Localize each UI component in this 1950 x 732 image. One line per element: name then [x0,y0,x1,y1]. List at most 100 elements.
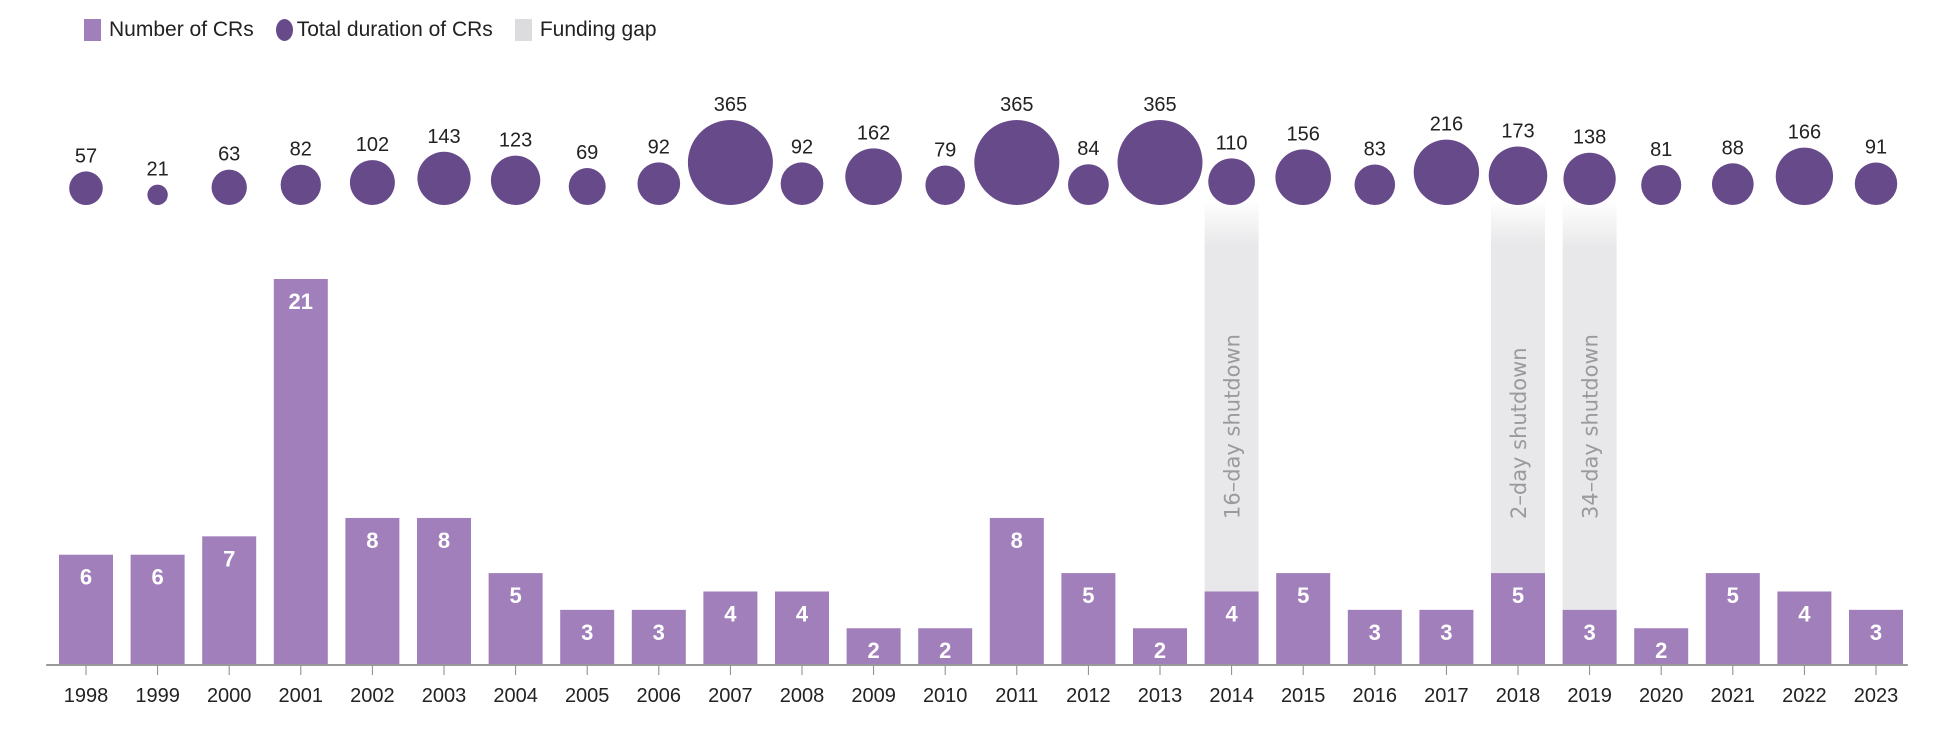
bar-label-2000: 7 [223,546,235,571]
bar-label-2011: 8 [1011,528,1023,553]
bubble-label-2019: 138 [1573,127,1606,149]
bar-label-2008: 4 [796,601,809,626]
x-tick-label-2021: 2021 [1711,685,1756,707]
bubble-label-2018: 173 [1501,120,1534,142]
bar-label-2007: 4 [724,601,737,626]
legend-label: Funding gap [539,18,657,41]
legend-swatch-square [84,19,101,41]
funding-gap-label: 16–day shutdown [1221,334,1245,519]
bar-label-2022: 4 [1798,601,1811,626]
legend-swatch-circle [275,19,293,41]
bubble-label-2006: 92 [648,136,670,158]
bubble-2018 [1488,146,1548,205]
bubble-label-2016: 83 [1364,138,1386,160]
bubble-2014 [1208,158,1255,205]
bubble-label-1998: 57 [75,145,97,167]
bar-2004 [488,573,543,665]
bubble-label-2009: 162 [857,122,890,144]
bar-label-2023: 3 [1870,620,1882,645]
funding-gap-band [1562,200,1617,610]
bar-label-2015: 5 [1297,583,1309,608]
x-tick-label-2010: 2010 [923,685,968,707]
bar-1998 [59,554,113,665]
bar-2014 [1204,591,1259,665]
bubble-2022 [1775,147,1834,205]
bar-2018 [1491,573,1545,665]
bar-label-2009: 2 [867,638,879,663]
bubble-2010 [925,165,965,205]
bar-label-2021: 5 [1727,583,1739,608]
bubble-label-2007: 365 [714,94,747,116]
bubble-2015 [1275,149,1331,205]
bar-2016 [1347,609,1402,665]
bar-label-2020: 2 [1655,638,1667,663]
bar-2023 [1849,609,1903,665]
bar-label-2013: 2 [1154,638,1166,663]
bar-label-2002: 8 [366,528,378,553]
bar-label-2006: 3 [653,620,665,645]
bar-2010 [918,628,973,665]
bubble-label-2013: 365 [1143,94,1176,116]
bar-2017 [1419,609,1474,665]
bar-2020 [1634,628,1689,665]
legend-item-gap: Funding gap [514,18,657,42]
bar-2009 [846,628,901,665]
bar-label-2005: 3 [581,620,593,645]
bar-label-1998: 6 [80,565,92,590]
x-tick-label-2009: 2009 [851,685,896,707]
x-tick-label-2017: 2017 [1424,685,1469,707]
bubble-label-2021: 88 [1722,137,1744,159]
x-tick-label-2000: 2000 [207,685,252,707]
bubble-2008 [780,162,824,206]
bar-label-2016: 3 [1369,620,1381,645]
bubble-label-2023: 91 [1865,137,1887,159]
bubble-label-2014: 110 [1216,132,1248,154]
bubble-label-2002: 102 [356,134,389,156]
bar-2015 [1276,573,1331,665]
bar-2000 [202,536,257,665]
x-tick-label-2006: 2006 [637,685,682,707]
bubble-2021 [1711,163,1754,205]
bubble-label-2000: 63 [218,144,240,166]
bubble-label-2010: 79 [934,139,956,161]
bar-label-2010: 2 [939,638,951,663]
x-tick-label-2015: 2015 [1281,685,1326,707]
bubble-label-2004: 123 [499,130,532,152]
funding-gap-label: 2–day shutdown [1507,347,1531,519]
bubble-2020 [1641,164,1682,205]
x-tick-label-2013: 2013 [1138,685,1183,707]
bubble-2004 [490,155,541,205]
x-tick-label-2020: 2020 [1639,685,1684,707]
bar-2008 [775,591,829,665]
bar-label-2019: 3 [1583,620,1595,645]
x-tick-label-2007: 2007 [708,685,753,707]
bar-2012 [1061,573,1116,665]
legend-swatch-square [514,19,532,41]
x-tick-label-2002: 2002 [350,685,395,707]
bubble-label-1999: 21 [146,159,168,181]
x-tick-label-2022: 2022 [1782,685,1827,707]
bubble-label-2022: 166 [1788,122,1821,144]
funding-gap-band [1204,200,1259,592]
bar-2005 [560,609,615,665]
bar-label-2012: 5 [1082,583,1094,608]
x-tick-label-2023: 2023 [1854,685,1899,707]
bubble-2005 [568,168,606,205]
bubble-2002 [349,160,395,205]
bubble-label-2008: 92 [791,136,813,158]
bar-label-1999: 6 [151,565,163,590]
bar-2006 [631,609,686,665]
bubble-2006 [637,162,681,206]
bubble-label-2001: 82 [290,139,312,161]
x-tick-label-2019: 2019 [1567,685,1612,707]
legend-label: Number of CRs [109,18,254,41]
bar-label-2014: 4 [1225,601,1238,626]
bubble-2013 [1117,120,1203,205]
bubble-2011 [974,120,1060,205]
bar-2002 [345,517,400,665]
bar-2022 [1777,591,1832,665]
bar-2003 [417,517,471,665]
x-tick-label-2016: 2016 [1353,685,1398,707]
bar-2019 [1562,609,1617,665]
x-tick-label-2005: 2005 [565,685,610,707]
